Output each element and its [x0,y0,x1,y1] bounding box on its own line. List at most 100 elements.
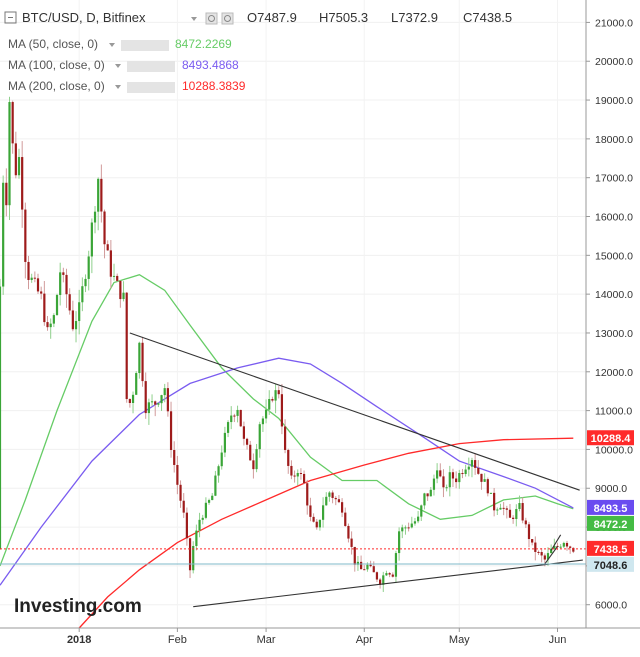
candle-body [347,525,350,539]
candle-body [14,143,17,176]
candle-body [147,402,150,414]
ohlc-h: H7505.3 [319,10,368,25]
candle-body [553,545,556,549]
candle-body [201,517,204,520]
indicator-row-ma100[interactable]: MA (100, close, 0) 8493.4868 [8,58,239,72]
candle-body [49,323,52,328]
chevron-down-icon[interactable] [115,64,121,68]
trendlines [129,332,583,608]
candle-body [192,545,195,571]
settings-icons[interactable] [205,12,234,25]
candle-body [103,211,106,245]
candle-body [90,222,93,257]
candle-body [176,464,179,485]
candle-body [534,542,537,552]
y-tick-label: 14000.0 [595,289,633,301]
candle-body [337,499,341,503]
candle-body [264,409,268,419]
ma50-settings-icon[interactable] [121,40,169,51]
candle-body [280,394,284,427]
candle-body [531,539,534,543]
candle-body [84,278,87,287]
candle-body [442,476,445,488]
candle-body [429,489,432,497]
y-tick-label: 13000.0 [595,328,633,340]
y-tick-label: 18000.0 [595,134,633,146]
candle-body [385,573,388,576]
indicator-row-ma50[interactable]: MA (50, close, 0) 8472.2269 [8,37,232,51]
candle-body [505,508,508,510]
chevron-down-icon[interactable] [191,17,197,21]
candle-body [109,250,112,277]
candle-body [356,561,360,565]
candle-body [283,426,287,450]
candle-body [30,277,33,280]
watermark-text: Investing.com [14,596,142,617]
symbol-title: BTC/USD, D, Bitfinex [22,10,146,25]
collapse-icon[interactable] [4,11,17,24]
ma-line [0,357,574,586]
indicator-row-ma200[interactable]: MA (200, close, 0) 10288.3839 [8,79,246,93]
candle-body [198,519,201,531]
candle-body [112,275,116,277]
candle-body [230,415,233,423]
candle-body [24,209,27,262]
y-tick-label: 12000.0 [595,367,633,379]
time-axis[interactable]: 2018 Feb Mar Apr May Jun [67,628,566,646]
candle-body [432,478,436,490]
candle-body [277,390,280,395]
candle-body [379,579,382,585]
candle-body [366,564,369,570]
candle-body [562,542,565,547]
price-label: 8493.5 [594,503,628,515]
candle-body [27,261,30,280]
y-tick-label: 21000.0 [595,17,633,29]
candle-body [489,492,493,494]
candle-body [169,411,173,451]
candle-body [119,280,122,300]
price-label-box [587,430,634,446]
candle-body [375,572,379,580]
x-tick-label: Mar [257,634,276,646]
candle-body [81,286,84,303]
candle-body [474,460,477,468]
candle-body [195,530,198,546]
ma100-settings-icon[interactable] [127,61,175,72]
candles [0,96,575,592]
candle-body [363,569,366,571]
candle-body [521,503,524,521]
candle-body [71,310,74,330]
candle-body [204,502,207,518]
candle-body [46,322,49,328]
candle-body [565,542,569,547]
ohlc-l: L7372.9 [391,10,438,25]
candle-body [410,523,413,528]
chevron-down-icon[interactable] [115,85,121,89]
indicator-legend: MA (50, close, 0) 8472.2269 MA (100, clo… [8,37,246,93]
candle-body [404,527,407,529]
x-tick-label: Apr [356,634,373,646]
ma200-settings-icon[interactable] [127,82,175,93]
candle-body [527,524,531,540]
candle-body [537,551,540,553]
candle-body [512,517,515,519]
candle-body [499,507,502,510]
candle-body [154,401,157,405]
candle-body [382,575,385,585]
candle-body [157,403,160,405]
candle-body [302,473,306,484]
chevron-down-icon[interactable] [109,43,115,47]
price-label: 7048.6 [594,560,628,572]
flag-lower [544,546,558,565]
candle-body [106,244,109,251]
ma200-value: 10288.3839 [182,79,246,93]
candle-body [62,272,65,275]
candle-body [455,478,458,483]
candle-body [325,496,328,506]
candle-body [550,548,553,554]
ma100-label: MA (100, close, 0) [8,58,105,72]
candle-body [255,449,258,470]
candle-body [207,500,211,503]
